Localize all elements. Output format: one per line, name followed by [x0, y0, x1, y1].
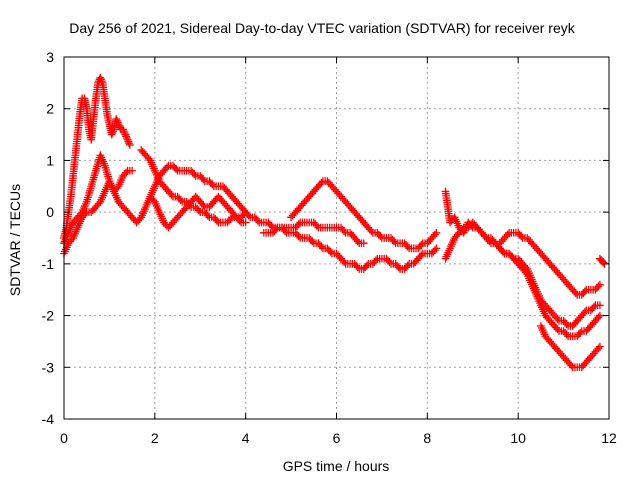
x-tick-label: 6: [333, 430, 341, 446]
x-tick-label: 10: [510, 430, 526, 446]
series-track-10: [496, 228, 604, 299]
data-point: [596, 342, 604, 351]
chart-title: Day 256 of 2021, Sidereal Day-to-day VTE…: [69, 20, 575, 36]
y-tick-label: 3: [46, 49, 54, 65]
y-tick-label: 2: [46, 101, 54, 117]
x-tick-label: 2: [151, 430, 159, 446]
data-point: [599, 258, 608, 267]
y-tick-label: -2: [42, 308, 55, 324]
series-track-4: [137, 146, 441, 273]
data-point: [596, 280, 604, 289]
y-tick-label: 0: [46, 204, 54, 220]
series-track-5: [146, 161, 250, 216]
data-point: [432, 244, 441, 253]
y-tick-label: -1: [42, 256, 55, 272]
x-axis-title: GPS time / hours: [283, 458, 390, 474]
series-track-7: [287, 177, 441, 253]
y-tick-label: 1: [46, 152, 54, 168]
data-point: [241, 218, 250, 227]
grid: [64, 57, 609, 419]
data-point: [126, 141, 134, 149]
series-track-12: [596, 254, 609, 268]
data-point: [596, 301, 604, 310]
x-tick-label: 4: [242, 430, 250, 446]
data-point: [432, 228, 441, 237]
series-track-11: [537, 322, 604, 372]
series-track-9: [441, 218, 604, 330]
y-axis-title: SDTVAR / TECUs: [7, 184, 23, 296]
data-marks: [60, 73, 609, 372]
data-point: [359, 239, 368, 248]
x-tick-label: 8: [423, 430, 431, 446]
x-tick-label: 0: [60, 430, 68, 446]
series-track-6: [259, 218, 368, 248]
y-tick-label: -3: [42, 359, 55, 375]
axis-ticks: [63, 56, 610, 420]
y-tick-label: -4: [42, 411, 55, 427]
data-point: [596, 311, 604, 320]
series-track-1: [60, 73, 134, 242]
data-point: [128, 166, 136, 175]
x-tick-label: 12: [601, 430, 617, 446]
data-point: [241, 208, 250, 216]
